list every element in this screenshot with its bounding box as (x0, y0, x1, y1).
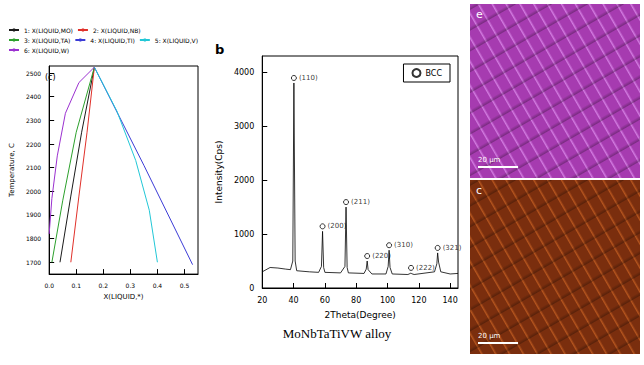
svg-text:140: 140 (443, 296, 458, 305)
html-text:c: c (476, 184, 483, 197)
svg-text:20: 20 (257, 296, 267, 305)
svg-text:0.2: 0.2 (99, 282, 109, 289)
svg-text:3: X(LIQUID,TA): 3: X(LIQUID,TA) (24, 37, 70, 44)
svg-text:0.3: 0.3 (126, 282, 136, 289)
svg-text:2400: 2400 (26, 93, 41, 100)
svg-text:1000: 1000 (234, 230, 254, 239)
svg-text:40: 40 (288, 296, 298, 305)
svg-text:Intensity(Cps): Intensity(Cps) (214, 141, 224, 204)
svg-text:0.4: 0.4 (153, 282, 163, 289)
svg-text:1800: 1800 (26, 235, 41, 242)
svg-text:120: 120 (411, 296, 426, 305)
svg-text:(200): (200) (328, 222, 347, 230)
html-text:20 µm: 20 µm (478, 156, 501, 164)
svg-text:60: 60 (320, 296, 330, 305)
svg-text:X(LIQUID,*): X(LIQUID,*) (104, 293, 144, 301)
svg-text:2Theta(Degree): 2Theta(Degree) (324, 310, 395, 320)
html-text:MoNbTaTiVW alloy: MoNbTaTiVW alloy (282, 326, 392, 341)
svg-text:2000: 2000 (26, 188, 41, 195)
svg-text:2200: 2200 (26, 141, 41, 148)
svg-text:(220): (220) (372, 252, 391, 260)
svg-text:100: 100 (380, 296, 395, 305)
svg-text:3000: 3000 (234, 122, 254, 131)
svg-text:(c): (c) (45, 73, 56, 82)
svg-text:2100: 2100 (26, 164, 41, 171)
svg-text:BCC: BCC (425, 69, 442, 78)
svg-text:2000: 2000 (234, 176, 254, 185)
svg-text:1700: 1700 (26, 259, 41, 266)
svg-text:(211): (211) (351, 198, 370, 206)
svg-text:1900: 1900 (26, 211, 41, 218)
svg-text:0.1: 0.1 (71, 282, 81, 289)
svg-text:(110): (110) (299, 74, 318, 82)
svg-text:5: X(LIQUID,V): 5: X(LIQUID,V) (155, 37, 198, 44)
svg-text:80: 80 (351, 296, 361, 305)
html-text:e: e (476, 8, 483, 21)
svg-text:2300: 2300 (26, 117, 41, 124)
svg-text:b: b (215, 42, 224, 57)
svg-text:0.5: 0.5 (180, 282, 190, 289)
svg-text:0.0: 0.0 (44, 282, 54, 289)
svg-text:4: X(LIQUID,TI): 4: X(LIQUID,TI) (90, 37, 134, 44)
svg-text:1: X(LIQUID,MO): 1: X(LIQUID,MO) (24, 27, 73, 34)
svg-text:Temperature, C: Temperature, C (8, 143, 16, 198)
svg-text:(310): (310) (394, 241, 413, 249)
svg-text:6: X(LIQUID,W): 6: X(LIQUID,W) (24, 47, 69, 54)
svg-text:2: X(LIQUID,NB): 2: X(LIQUID,NB) (93, 27, 141, 34)
svg-text:4000: 4000 (234, 68, 254, 77)
svg-text:2500: 2500 (26, 70, 41, 77)
svg-text:0: 0 (249, 284, 254, 293)
svg-text:(321): (321) (443, 244, 462, 252)
svg-text:(222): (222) (416, 264, 435, 272)
html-text:20 µm: 20 µm (478, 332, 501, 340)
